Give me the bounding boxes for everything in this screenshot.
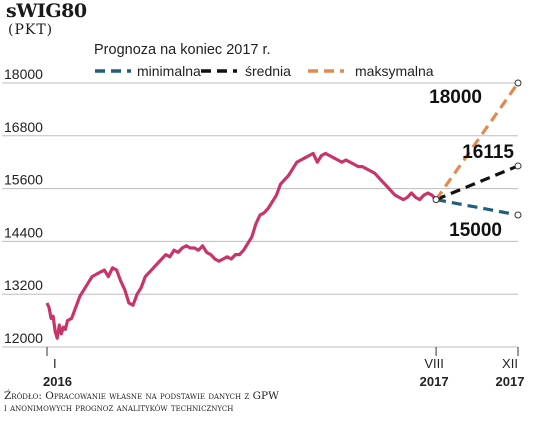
- forecast-line-srednia: [435, 164, 519, 202]
- forecast-end-marker: [514, 79, 522, 87]
- x-tick-label-top: XII: [502, 356, 518, 371]
- x-axis: I 2016 VIII 2017 XII 2017: [43, 347, 524, 389]
- series-group: [45, 79, 522, 340]
- x-tick-label-top: VIII: [424, 356, 444, 371]
- y-tick-label: 15600: [4, 172, 43, 188]
- legend-label-maksymalna: maksymalna: [355, 63, 434, 79]
- chart-title: sWIG80: [6, 0, 87, 22]
- y-tick-label: 12000: [4, 330, 43, 346]
- source-line-2: i anonimowych prognoz analityków technic…: [4, 402, 234, 414]
- x-tick-label-top: I: [53, 356, 57, 371]
- forecast-line-maksymalna: [434, 82, 520, 201]
- source-line-1: Źródło: Opracowanie własne na podstawie …: [4, 390, 279, 402]
- history-line: [45, 151, 438, 340]
- forecast-end-marker: [514, 162, 522, 170]
- x-tick-label-year: 2017: [496, 374, 525, 389]
- y-tick-label: 14400: [4, 224, 43, 240]
- grid-lines: [2, 82, 518, 348]
- y-tick-label: 16800: [4, 119, 43, 135]
- forecast-label-minimalna: 15000: [449, 220, 502, 241]
- legend-title: Prognoza na koniec 2017 r.: [94, 42, 271, 58]
- source-note: Źródło: Opracowanie własne na podstawie …: [4, 390, 279, 414]
- forecast-end-labels: 15000 16115 18000: [429, 87, 514, 241]
- chart-unit: (PKT): [8, 22, 54, 38]
- legend-label-srednia: średnia: [245, 63, 291, 79]
- forecast-line-minimalna: [435, 198, 519, 217]
- y-axis-ticks: 12000 13200 14400 15600 16800 18000: [4, 66, 43, 346]
- x-tick-label-year: 2017: [420, 374, 449, 389]
- y-tick-label: 13200: [4, 277, 43, 293]
- forecast-label-srednia: 16115: [462, 142, 514, 163]
- x-tick-label-year: 2016: [43, 374, 72, 389]
- legend: Prognoza na koniec 2017 r. minimalna średn…: [94, 42, 434, 79]
- forecast-start-marker: [432, 196, 440, 204]
- forecast-label-maksymalna: 18000: [429, 87, 482, 108]
- forecast-end-marker: [514, 211, 522, 219]
- legend-label-minimalna: minimalna: [137, 63, 201, 79]
- y-tick-label: 18000: [4, 66, 43, 82]
